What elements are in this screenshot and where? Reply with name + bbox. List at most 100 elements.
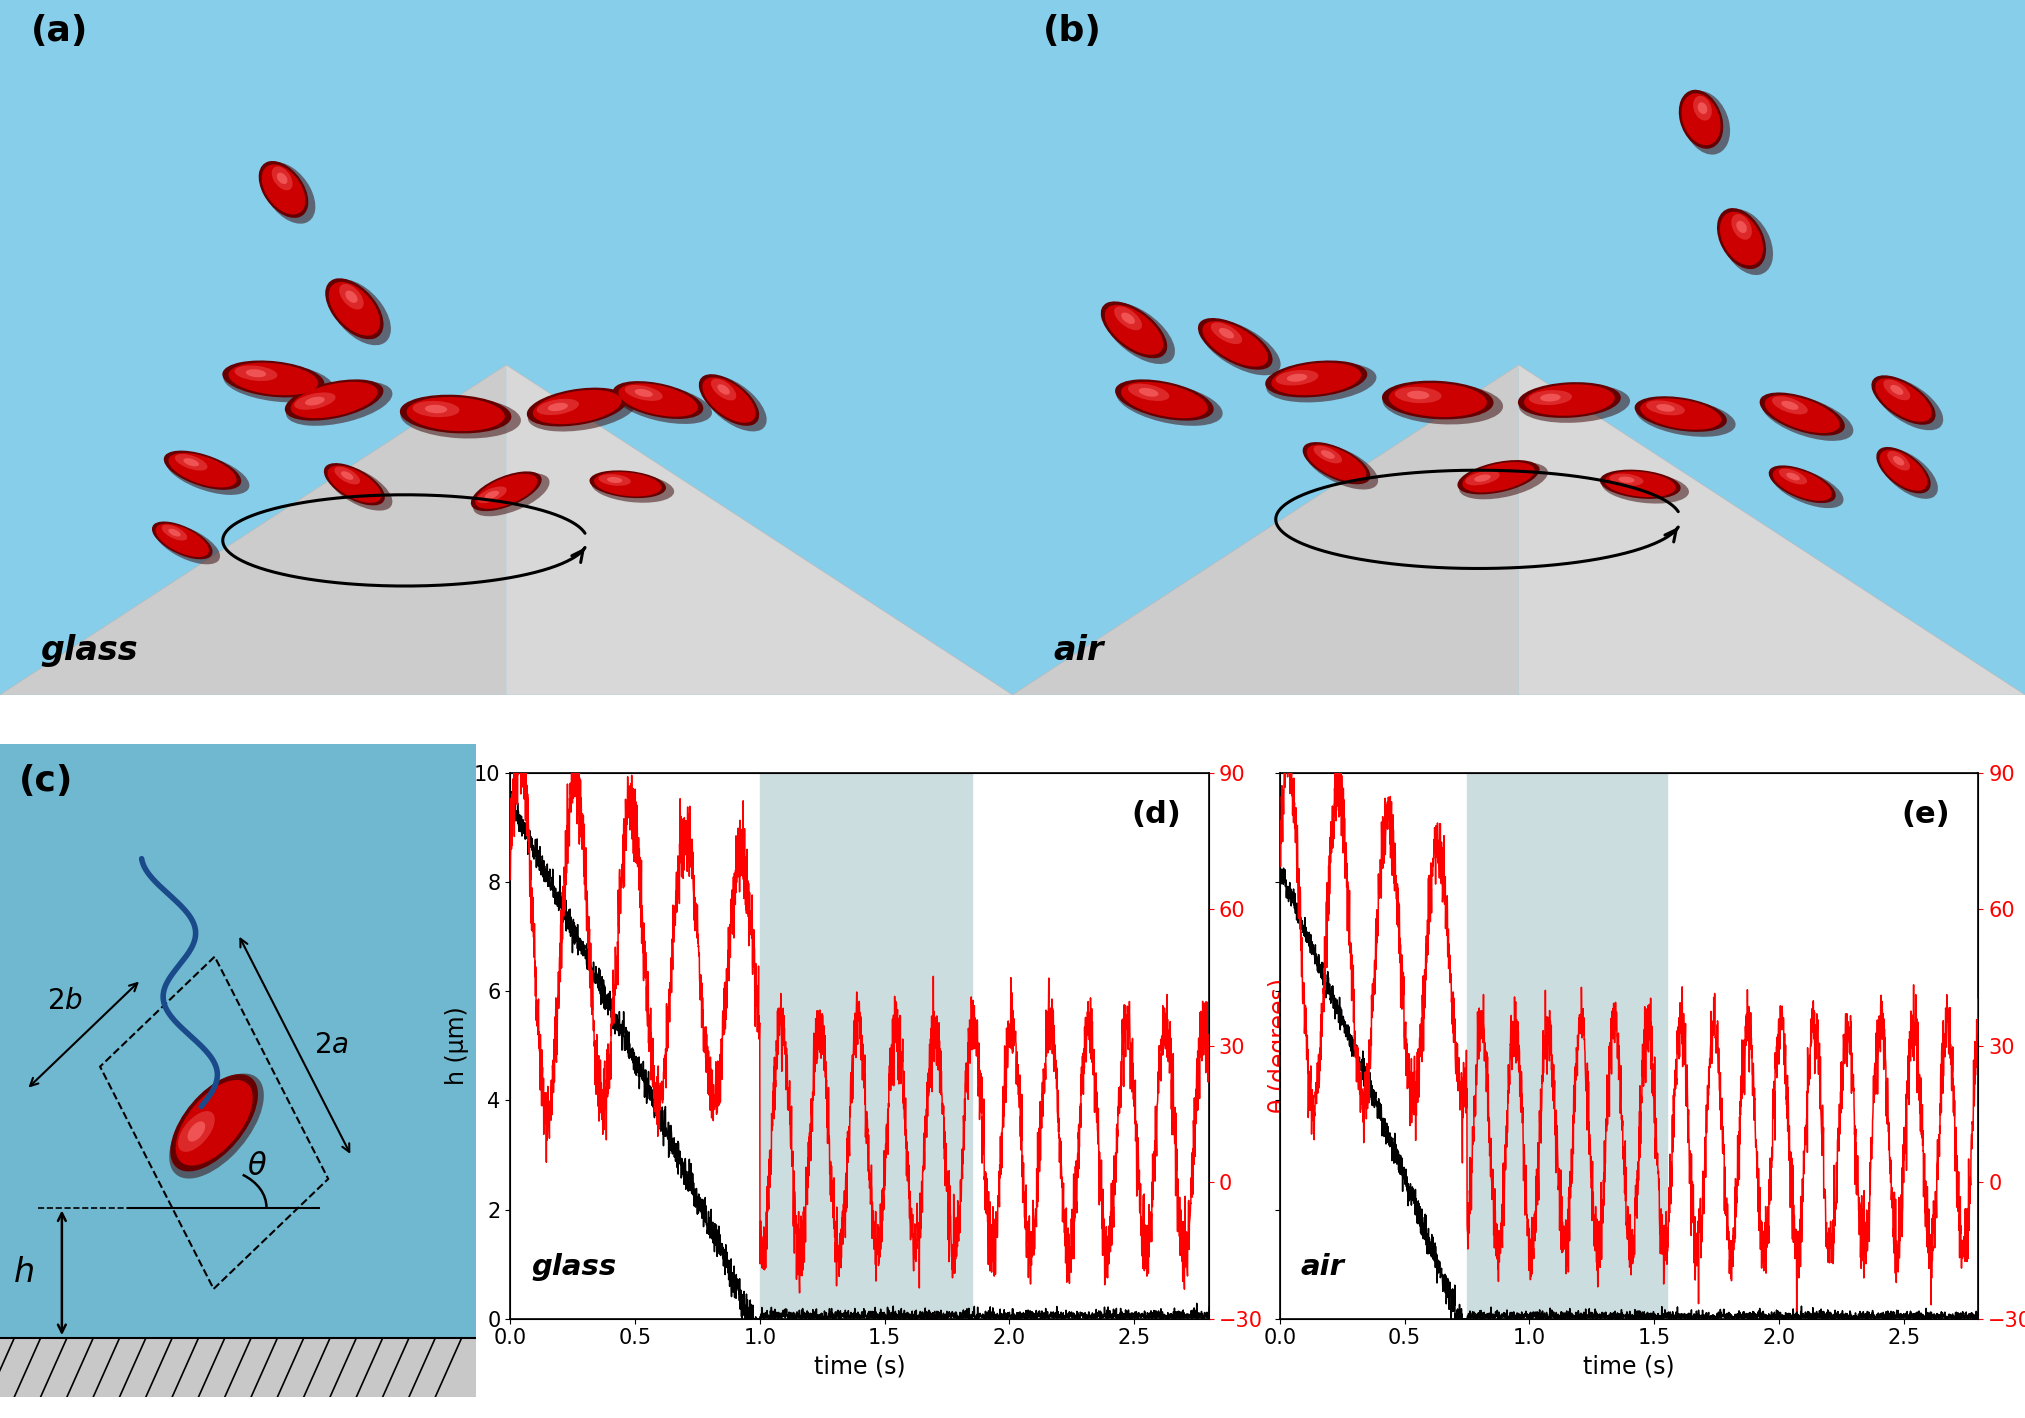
Ellipse shape xyxy=(1138,389,1158,397)
Ellipse shape xyxy=(533,390,622,424)
Ellipse shape xyxy=(1764,396,1841,432)
Ellipse shape xyxy=(235,366,277,381)
Ellipse shape xyxy=(1266,363,1377,403)
Ellipse shape xyxy=(1762,394,1853,441)
Ellipse shape xyxy=(168,452,237,488)
Ellipse shape xyxy=(1211,322,1241,345)
Ellipse shape xyxy=(1600,469,1681,499)
Ellipse shape xyxy=(1128,384,1168,401)
Ellipse shape xyxy=(699,374,759,425)
Ellipse shape xyxy=(701,376,767,431)
Ellipse shape xyxy=(1266,360,1367,397)
Text: (b): (b) xyxy=(1043,14,1102,48)
X-axis label: time (s): time (s) xyxy=(1584,1354,1675,1378)
Y-axis label: θ (degrees): θ (degrees) xyxy=(1268,978,1292,1113)
Polygon shape xyxy=(1519,364,2025,695)
Ellipse shape xyxy=(484,491,498,499)
Ellipse shape xyxy=(1772,396,1808,414)
Ellipse shape xyxy=(1314,445,1343,464)
Ellipse shape xyxy=(1604,471,1677,498)
Ellipse shape xyxy=(476,474,537,509)
Ellipse shape xyxy=(1879,448,1938,499)
Bar xyxy=(0,1339,476,1397)
Ellipse shape xyxy=(1693,96,1711,121)
Ellipse shape xyxy=(589,471,666,498)
Ellipse shape xyxy=(401,397,520,438)
Ellipse shape xyxy=(1735,221,1748,233)
Ellipse shape xyxy=(162,525,186,540)
Ellipse shape xyxy=(1201,319,1280,376)
Ellipse shape xyxy=(1219,328,1233,339)
Ellipse shape xyxy=(1199,318,1272,370)
Ellipse shape xyxy=(277,173,288,184)
Ellipse shape xyxy=(626,384,662,401)
Ellipse shape xyxy=(474,474,549,516)
Ellipse shape xyxy=(1634,396,1727,432)
Ellipse shape xyxy=(1618,476,1634,484)
Ellipse shape xyxy=(261,162,316,224)
Ellipse shape xyxy=(1877,447,1930,493)
Text: air: air xyxy=(1300,1252,1345,1280)
Ellipse shape xyxy=(292,381,377,418)
Ellipse shape xyxy=(1203,320,1268,367)
Ellipse shape xyxy=(328,282,381,336)
Ellipse shape xyxy=(338,284,364,309)
Ellipse shape xyxy=(1875,379,1932,421)
Text: (a): (a) xyxy=(30,14,87,48)
Ellipse shape xyxy=(1519,381,1620,418)
Ellipse shape xyxy=(286,380,383,421)
Text: glass: glass xyxy=(40,634,138,666)
Ellipse shape xyxy=(286,381,393,425)
Bar xyxy=(759,773,972,1319)
Ellipse shape xyxy=(399,394,512,434)
Ellipse shape xyxy=(223,363,334,403)
Ellipse shape xyxy=(478,486,506,503)
Ellipse shape xyxy=(334,467,360,485)
Ellipse shape xyxy=(1320,450,1334,459)
Ellipse shape xyxy=(1407,391,1430,400)
Ellipse shape xyxy=(326,465,393,510)
Ellipse shape xyxy=(1871,376,1936,425)
Text: $\theta$: $\theta$ xyxy=(247,1153,267,1181)
Ellipse shape xyxy=(170,1073,257,1171)
Text: $2a$: $2a$ xyxy=(314,1031,348,1059)
Ellipse shape xyxy=(1529,390,1571,406)
Ellipse shape xyxy=(261,164,306,214)
Ellipse shape xyxy=(1519,384,1630,423)
Ellipse shape xyxy=(178,1112,215,1151)
Y-axis label: h (μm): h (μm) xyxy=(446,1007,468,1085)
Ellipse shape xyxy=(526,387,628,427)
Ellipse shape xyxy=(591,472,674,503)
Ellipse shape xyxy=(1646,400,1685,415)
Ellipse shape xyxy=(1782,401,1798,410)
Ellipse shape xyxy=(170,1073,263,1178)
Ellipse shape xyxy=(168,529,180,536)
Ellipse shape xyxy=(1102,302,1166,359)
Ellipse shape xyxy=(711,379,737,400)
Ellipse shape xyxy=(1683,91,1729,155)
Text: air: air xyxy=(1053,634,1104,666)
Ellipse shape xyxy=(717,384,729,394)
Ellipse shape xyxy=(1760,393,1845,435)
Ellipse shape xyxy=(1772,468,1843,508)
Ellipse shape xyxy=(1602,472,1689,503)
Ellipse shape xyxy=(174,454,207,471)
Ellipse shape xyxy=(184,458,198,467)
Ellipse shape xyxy=(306,397,324,406)
Ellipse shape xyxy=(608,476,622,484)
Ellipse shape xyxy=(1304,444,1379,489)
Ellipse shape xyxy=(156,523,209,557)
Ellipse shape xyxy=(1381,380,1494,420)
Ellipse shape xyxy=(1389,383,1486,417)
Ellipse shape xyxy=(413,401,460,417)
Ellipse shape xyxy=(1116,381,1223,425)
Ellipse shape xyxy=(1104,302,1174,364)
Ellipse shape xyxy=(271,166,294,190)
Ellipse shape xyxy=(593,472,662,496)
Ellipse shape xyxy=(1889,384,1903,396)
Ellipse shape xyxy=(1719,208,1774,275)
Ellipse shape xyxy=(1276,370,1318,386)
Ellipse shape xyxy=(1460,462,1547,499)
Ellipse shape xyxy=(1873,377,1944,430)
Ellipse shape xyxy=(425,404,448,413)
